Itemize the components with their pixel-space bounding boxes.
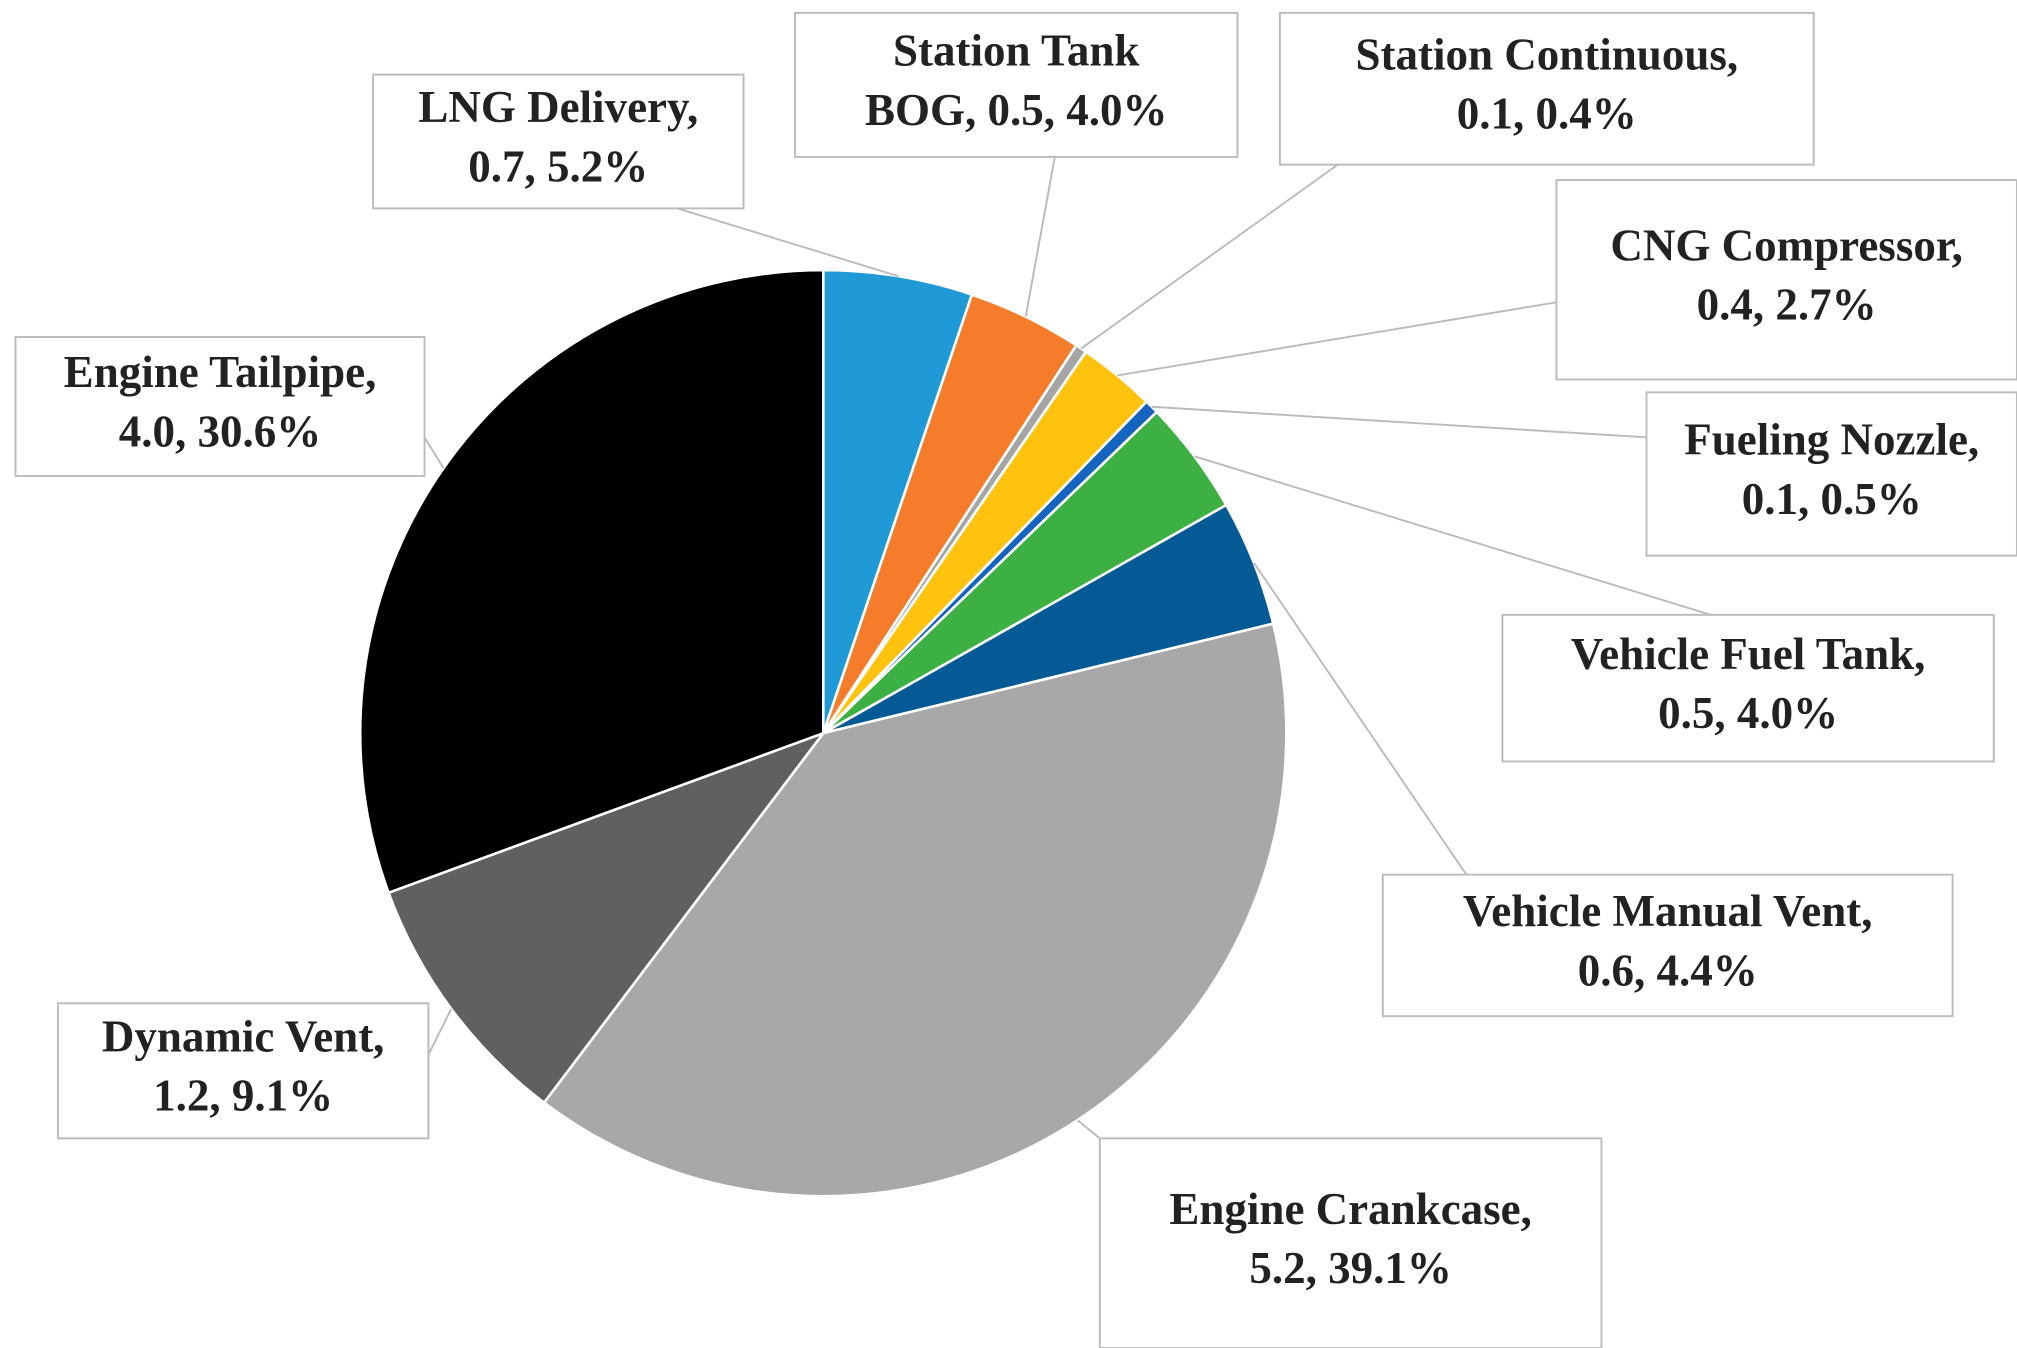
data-label: 0.1, 0.5% (1742, 474, 1922, 524)
data-label: BOG, 0.5, 4.0% (865, 85, 1168, 135)
data-label: Station Tank (893, 26, 1139, 76)
data-label: 4.0, 30.6% (119, 406, 322, 456)
data-label: CNG Compressor, (1610, 221, 1963, 271)
data-label: Engine Tailpipe, (64, 347, 377, 397)
data-label: Engine Crankcase, (1169, 1184, 1532, 1234)
label-box (56, 1002, 430, 1140)
pie-slice (386, 730, 827, 1105)
data-label: 0.4, 2.7% (1697, 280, 1877, 330)
leader-line (1117, 301, 1557, 377)
pie-slice (542, 622, 1288, 1198)
data-label: Dynamic Vent, (102, 1012, 385, 1062)
leader-line (1253, 562, 1468, 876)
label-box (1555, 179, 2017, 381)
leader-line (1076, 1119, 1101, 1140)
label-box (794, 11, 1239, 158)
leader-line (1024, 156, 1056, 317)
data-label: 0.5, 4.0% (1658, 688, 1838, 738)
label-box (1278, 11, 1815, 166)
label-box (1098, 1137, 1603, 1348)
label-box (1381, 873, 1954, 1018)
leader-line (423, 436, 445, 469)
leader-line (1080, 163, 1339, 350)
pie-slice (821, 268, 974, 734)
leader-line (427, 1008, 453, 1056)
data-label: LNG Delivery, (418, 82, 698, 132)
data-label: 5.2, 39.1% (1249, 1243, 1451, 1293)
label-box (14, 336, 426, 477)
data-label: Fueling Nozzle, (1684, 415, 1979, 465)
pie-slice (358, 268, 825, 895)
label-box (1501, 613, 1995, 763)
data-label: Vehicle Manual Vent, (1463, 886, 1873, 936)
data-label: Station Continuous, (1355, 29, 1738, 79)
data-label: Vehicle Fuel Tank, (1571, 629, 1926, 679)
leader-line (668, 204, 899, 278)
data-label: 0.6, 4.4% (1578, 945, 1758, 995)
data-label: 0.1, 0.4% (1457, 89, 1637, 139)
leader-line (1151, 405, 1647, 439)
label-box (372, 73, 745, 210)
data-label: 0.7, 5.2% (468, 141, 648, 191)
leader-line (1194, 455, 1712, 616)
data-label: 1.2, 9.1% (153, 1071, 333, 1121)
label-box (1645, 391, 2017, 557)
